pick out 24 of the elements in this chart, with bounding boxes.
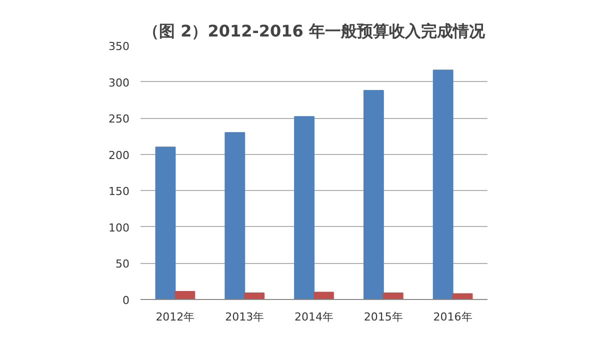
x-tick-label: 2013年	[225, 310, 264, 324]
x-tick-label: 2012年	[156, 310, 195, 324]
y-tick-label: 200	[108, 148, 130, 162]
bar	[244, 292, 265, 300]
bar	[155, 146, 176, 300]
chart-title: （图 2）2012-2016 年一般预算收入完成情况	[143, 22, 486, 40]
y-tick-label: 300	[108, 76, 130, 90]
x-tick-label: 2014年	[294, 310, 334, 324]
bar	[294, 116, 314, 300]
x-tick-label: 2016年	[433, 310, 472, 324]
y-tick-label: 150	[108, 185, 130, 198]
bar	[452, 293, 473, 300]
bar	[432, 70, 454, 300]
bar	[363, 90, 384, 300]
bar	[382, 292, 404, 300]
bar	[224, 132, 246, 300]
y-tick-label: 250	[108, 112, 130, 126]
y-tick-label: 100	[108, 221, 130, 234]
x-tick-label: 2015年	[364, 310, 403, 324]
bar	[314, 292, 334, 300]
bar	[174, 291, 196, 300]
y-tick-label: 50	[116, 258, 130, 271]
y-tick-label: 350	[108, 40, 130, 53]
y-tick-label: 0	[122, 294, 130, 307]
